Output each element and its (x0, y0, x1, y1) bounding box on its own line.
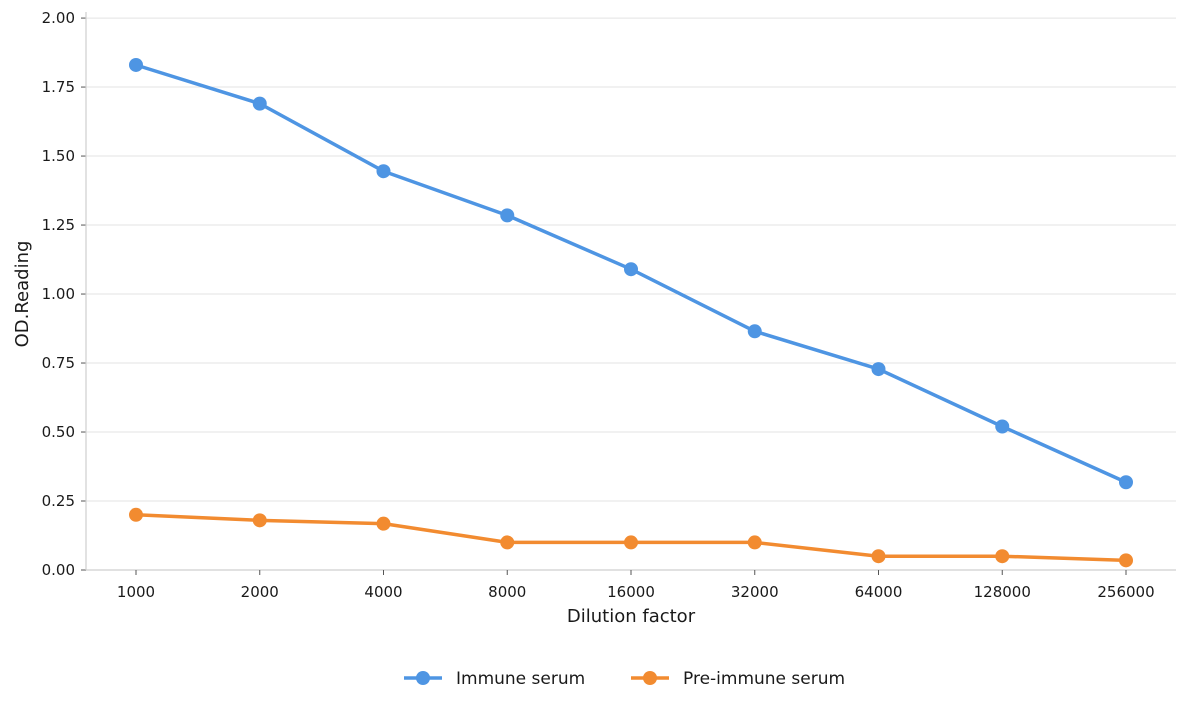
legend-swatch-marker (416, 671, 430, 685)
data-point (624, 262, 638, 277)
series (129, 57, 1133, 568)
x-tick-label: 128000 (974, 583, 1031, 601)
legend-label: Immune serum (456, 669, 585, 689)
axes (81, 12, 1176, 575)
y-tick-label: 2.00 (42, 9, 75, 27)
series-pre-immune-serum (129, 507, 1133, 568)
legend-swatch-marker (643, 671, 657, 685)
y-tick-label: 1.25 (42, 216, 75, 234)
data-point (871, 549, 886, 564)
y-tick-label: 0.25 (42, 492, 75, 510)
y-tick-label: 1.75 (42, 78, 75, 96)
legend-item: Pre-immune serum (631, 669, 845, 689)
series-immune-serum (129, 57, 1133, 490)
data-point (995, 419, 1010, 434)
data-point (500, 208, 515, 223)
data-point (500, 535, 515, 550)
y-axis-title: OD.Reading (12, 241, 33, 348)
data-point (129, 57, 143, 72)
legend-item: Immune serum (404, 669, 585, 689)
legend: Immune serum Pre-immune serum (404, 669, 845, 689)
x-tick-labels: 1000 2000 4000 8000 16000 32000 64000 128000 256… (117, 583, 1155, 601)
data-point (376, 516, 391, 531)
legend-label: Pre-immune serum (683, 669, 845, 689)
x-tick-label: 2000 (241, 583, 279, 601)
y-tick-labels: 0.00 0.25 0.50 0.75 1.00 1.25 1.50 1.75 2.00 (42, 9, 75, 579)
data-point (871, 362, 886, 377)
y-tick-label: 1.50 (42, 147, 75, 165)
y-tick-label: 0.75 (42, 354, 75, 372)
x-tick-label: 8000 (488, 583, 526, 601)
x-tick-label: 1000 (117, 583, 155, 601)
gridlines (86, 17, 1176, 502)
x-tick-label: 32000 (731, 583, 779, 601)
y-tick-label: 0.50 (42, 423, 75, 441)
data-point (376, 164, 391, 179)
data-point (624, 535, 638, 550)
data-point (995, 549, 1010, 564)
x-tick-label: 64000 (855, 583, 903, 601)
x-tick-label: 16000 (607, 583, 655, 601)
data-point (129, 507, 143, 522)
data-point (747, 535, 762, 550)
x-tick-label: 4000 (364, 583, 402, 601)
x-axis-title: Dilution factor (567, 606, 696, 627)
data-point (252, 96, 267, 111)
x-tick-label: 256000 (1097, 583, 1154, 601)
data-point (252, 513, 267, 528)
y-tick-label: 1.00 (42, 285, 75, 303)
data-point (747, 324, 762, 339)
y-tick-label: 0.00 (42, 561, 75, 579)
data-point (1119, 475, 1133, 490)
data-point (1119, 553, 1133, 568)
